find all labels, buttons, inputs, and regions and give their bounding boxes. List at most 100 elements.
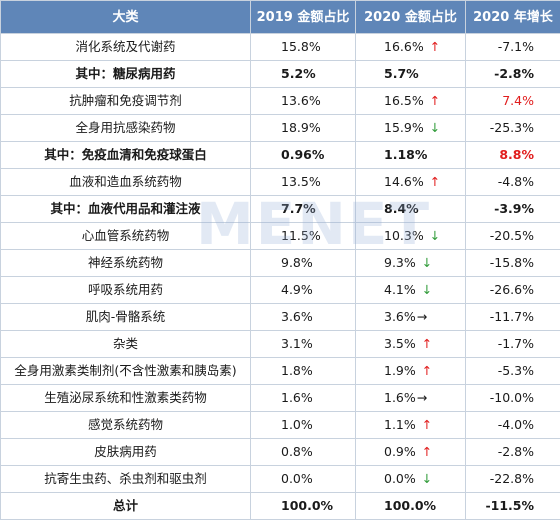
share-2020-cell: 15.9% ↓ bbox=[356, 115, 466, 142]
down-arrow-icon: ↓ bbox=[422, 284, 432, 297]
share-2020-cell: 1.18% bbox=[356, 142, 466, 169]
share-2020-value: 14.6% bbox=[384, 174, 424, 189]
growth-cell: -11.7% bbox=[466, 304, 560, 331]
growth-cell: -20.5% bbox=[466, 223, 560, 250]
share-2020-value: 3.5% bbox=[384, 336, 416, 351]
table-header-row: 大类 2019 金额占比 2020 金额占比 2020 年增长 bbox=[1, 1, 560, 34]
category-cell: 全身用激素类制剂(不含性激素和胰岛素) bbox=[1, 358, 251, 385]
up-arrow-icon: ↑ bbox=[430, 176, 440, 189]
share-2020-value: 0.9% bbox=[384, 444, 416, 459]
table-row: 心血管系统药物 11.5% 10.3% ↓ -20.5% bbox=[1, 223, 560, 250]
share-2020-cell: 0.0% ↓ bbox=[356, 466, 466, 493]
down-arrow-icon: ↓ bbox=[422, 257, 432, 270]
share-2020-value: 10.3% bbox=[384, 228, 424, 243]
growth-cell: -1.7% bbox=[466, 331, 560, 358]
header-share-2019: 2019 金额占比 bbox=[251, 1, 356, 34]
header-share-2020: 2020 金额占比 bbox=[356, 1, 466, 34]
share-2020-cell: 8.4% bbox=[356, 196, 466, 223]
share-2020-value: 9.3% bbox=[384, 255, 416, 270]
share-2020-value: 15.9% bbox=[384, 120, 424, 135]
table-row: 肌肉-骨骼系统 3.6% 3.6%→ -11.7% bbox=[1, 304, 560, 331]
table-row: 皮肤病用药 0.8% 0.9%↑ -2.8% bbox=[1, 439, 560, 466]
share-2019-cell: 3.1% bbox=[251, 331, 356, 358]
share-2020-cell: 3.5% ↑ bbox=[356, 331, 466, 358]
table-row: 其中：血液代用品和灌注液 7.7% 8.4% -3.9% bbox=[1, 196, 560, 223]
share-2020-cell: 9.3% ↓ bbox=[356, 250, 466, 277]
share-2020-value: 8.4% bbox=[384, 201, 419, 216]
up-arrow-icon: ↑ bbox=[422, 338, 432, 351]
category-cell: 消化系统及代谢药 bbox=[1, 34, 251, 61]
up-arrow-icon: ↑ bbox=[430, 41, 440, 54]
table-row: 呼吸系统用药 4.9% 4.1%↓ -26.6% bbox=[1, 277, 560, 304]
growth-cell: -2.8% bbox=[466, 61, 560, 88]
share-2019-cell: 1.6% bbox=[251, 385, 356, 412]
growth-cell: -10.0% bbox=[466, 385, 560, 412]
growth-cell: -25.3% bbox=[466, 115, 560, 142]
share-2020-cell: 14.6% ↑ bbox=[356, 169, 466, 196]
share-2020-cell: 1.9% ↑ bbox=[356, 358, 466, 385]
share-2019-cell: 11.5% bbox=[251, 223, 356, 250]
category-cell: 其中：糖尿病用药 bbox=[1, 61, 251, 88]
growth-cell: -11.5% bbox=[466, 493, 560, 520]
up-arrow-icon: ↑ bbox=[422, 419, 432, 432]
share-2020-cell: 3.6%→ bbox=[356, 304, 466, 331]
share-2019-cell: 1.0% bbox=[251, 412, 356, 439]
share-2020-cell: 100.0% bbox=[356, 493, 466, 520]
share-2019-cell: 5.2% bbox=[251, 61, 356, 88]
category-cell: 感觉系统药物 bbox=[1, 412, 251, 439]
share-2020-value: 1.9% bbox=[384, 363, 416, 378]
growth-cell: 7.4% bbox=[466, 88, 560, 115]
category-cell: 神经系统药物 bbox=[1, 250, 251, 277]
share-2019-cell: 0.0% bbox=[251, 466, 356, 493]
category-cell: 心血管系统药物 bbox=[1, 223, 251, 250]
growth-cell: -4.8% bbox=[466, 169, 560, 196]
share-2019-cell: 0.96% bbox=[251, 142, 356, 169]
table-row: 生殖泌尿系统和性激素类药物 1.6% 1.6%→ -10.0% bbox=[1, 385, 560, 412]
growth-cell: -2.8% bbox=[466, 439, 560, 466]
growth-cell: -3.9% bbox=[466, 196, 560, 223]
share-2019-cell: 13.6% bbox=[251, 88, 356, 115]
table-row: 神经系统药物 9.8% 9.3%↓ -15.8% bbox=[1, 250, 560, 277]
table-row: 其中：免疫血清和免疫球蛋白 0.96% 1.18% 8.8% bbox=[1, 142, 560, 169]
growth-cell: 8.8% bbox=[466, 142, 560, 169]
category-cell: 生殖泌尿系统和性激素类药物 bbox=[1, 385, 251, 412]
down-arrow-icon: ↓ bbox=[422, 473, 432, 486]
total-row: 总计 100.0% 100.0% -11.5% bbox=[1, 493, 560, 520]
header-category: 大类 bbox=[1, 1, 251, 34]
growth-cell: -15.8% bbox=[466, 250, 560, 277]
growth-cell: -7.1% bbox=[466, 34, 560, 61]
table-row: 抗寄生虫药、杀虫剂和驱虫剂 0.0% 0.0% ↓ -22.8% bbox=[1, 466, 560, 493]
category-cell: 全身用抗感染药物 bbox=[1, 115, 251, 142]
table-row: 抗肿瘤和免疫调节剂 13.6% 16.5%↑ 7.4% bbox=[1, 88, 560, 115]
share-2020-value: 100.0% bbox=[384, 498, 436, 513]
table-row: 感觉系统药物 1.0% 1.1%↑ -4.0% bbox=[1, 412, 560, 439]
table-row: 全身用激素类制剂(不含性激素和胰岛素) 1.8% 1.9%↑ -5.3% bbox=[1, 358, 560, 385]
category-cell: 杂类 bbox=[1, 331, 251, 358]
share-2020-value: 1.6% bbox=[384, 390, 416, 405]
table-row: 其中：糖尿病用药 5.2% 5.7% -2.8% bbox=[1, 61, 560, 88]
up-arrow-icon: ↑ bbox=[422, 446, 432, 459]
share-2020-value: 0.0% bbox=[384, 471, 416, 486]
share-2020-value: 3.6% bbox=[384, 309, 416, 324]
table-row: 全身用抗感染药物 18.9% 15.9%↓ -25.3% bbox=[1, 115, 560, 142]
category-cell: 其中：免疫血清和免疫球蛋白 bbox=[1, 142, 251, 169]
share-2020-cell: 1.6%→ bbox=[356, 385, 466, 412]
up-arrow-icon: ↑ bbox=[422, 365, 432, 378]
right-arrow-icon: → bbox=[417, 311, 427, 324]
growth-cell: -22.8% bbox=[466, 466, 560, 493]
share-2019-cell: 7.7% bbox=[251, 196, 356, 223]
right-arrow-icon: → bbox=[417, 392, 427, 405]
share-2020-value: 1.18% bbox=[384, 147, 427, 162]
share-2020-cell: 1.1%↑ bbox=[356, 412, 466, 439]
share-2019-cell: 4.9% bbox=[251, 277, 356, 304]
down-arrow-icon: ↓ bbox=[430, 122, 440, 135]
share-2019-cell: 3.6% bbox=[251, 304, 356, 331]
share-2020-cell: 16.5%↑ bbox=[356, 88, 466, 115]
growth-cell: -5.3% bbox=[466, 358, 560, 385]
category-cell: 皮肤病用药 bbox=[1, 439, 251, 466]
growth-cell: -26.6% bbox=[466, 277, 560, 304]
down-arrow-icon: ↓ bbox=[430, 230, 440, 243]
share-2020-cell: 4.1%↓ bbox=[356, 277, 466, 304]
category-cell: 抗寄生虫药、杀虫剂和驱虫剂 bbox=[1, 466, 251, 493]
